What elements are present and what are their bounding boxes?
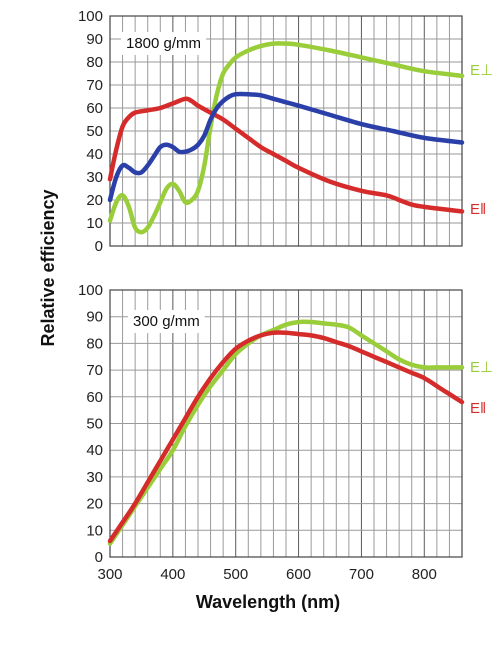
series-line — [107, 91, 465, 203]
series-label: E⊥ — [470, 62, 493, 79]
y-tick-label: 40 — [86, 442, 103, 459]
y-tick-label: 20 — [86, 192, 103, 209]
y-tick-label: 50 — [86, 416, 103, 433]
y-tick-label: 0 — [95, 238, 103, 255]
series-line — [107, 96, 465, 214]
y-tick-label: 50 — [86, 123, 103, 140]
series-label: E‖ — [470, 201, 486, 218]
x-tick-label: 800 — [412, 566, 437, 583]
y-tick-label: 80 — [86, 335, 103, 352]
y-tick-label: 90 — [86, 31, 103, 48]
series-line — [107, 330, 465, 544]
y-tick-label: 100 — [78, 282, 103, 299]
panel-label-background — [128, 310, 205, 333]
y-tick-label: 40 — [86, 146, 103, 163]
panel-1800-gmm: 0 10 20 30 40 50 60 70 80 90 100 E⊥ E‖ 1800 g/mm — [78, 8, 493, 255]
series-line — [107, 41, 465, 235]
x-tick-label: 700 — [349, 566, 374, 583]
x-tick-label: 300 — [97, 566, 122, 583]
y-tick-label: 70 — [86, 77, 103, 94]
y-tick-label: 0 — [95, 549, 103, 566]
panel-label: 300 g/mm — [133, 313, 200, 330]
plot-frame — [109, 289, 463, 558]
y-tick-label: 30 — [86, 169, 103, 186]
y-tick-label: 60 — [86, 389, 103, 406]
panel-label: 1800 g/mm — [126, 35, 201, 52]
y-tick-label: 100 — [78, 8, 103, 25]
x-tick-label: 400 — [160, 566, 185, 583]
series-line — [107, 319, 465, 546]
x-tick-label: 500 — [223, 566, 248, 583]
plot-frame — [109, 15, 463, 247]
y-tick-label: 90 — [86, 309, 103, 326]
y-tick-label: 70 — [86, 362, 103, 379]
x-axis-title: Wavelength (nm) — [196, 592, 340, 612]
series-label: E‖ — [470, 400, 486, 417]
y-tick-label: 10 — [86, 215, 103, 232]
y-tick-label: 20 — [86, 496, 103, 513]
panel-label-background — [121, 32, 207, 55]
y-axis-title: Relative efficiency — [38, 189, 58, 346]
y-tick-label: 60 — [86, 100, 103, 117]
x-tick-label: 600 — [286, 566, 311, 583]
y-tick-label: 10 — [86, 522, 103, 539]
panel-300-gmm: 0 10 20 30 40 50 60 70 80 90 100 300 400 500 600 700 800… — [78, 282, 493, 583]
y-tick-label: 30 — [86, 469, 103, 486]
y-tick-label: 80 — [86, 54, 103, 71]
series-label: E⊥ — [470, 359, 493, 376]
